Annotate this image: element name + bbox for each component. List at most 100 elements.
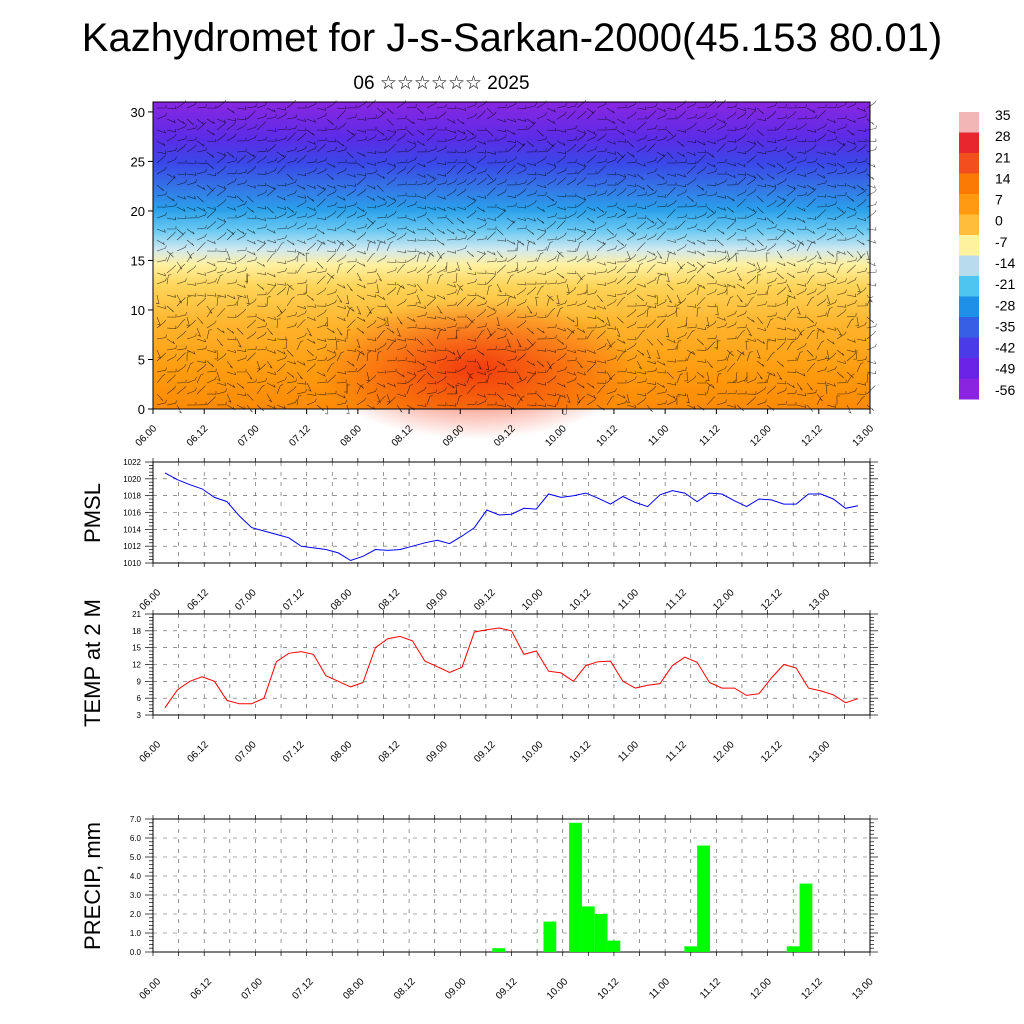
wind-barb bbox=[303, 283, 308, 294]
wind-barb bbox=[726, 232, 737, 241]
wind-barb bbox=[446, 228, 455, 235]
wind-barb bbox=[266, 327, 274, 336]
wind-barb bbox=[486, 107, 494, 115]
wind-barb bbox=[696, 392, 707, 396]
wind-barb bbox=[406, 359, 417, 363]
wind-barb bbox=[556, 252, 563, 263]
colorbar-swatch bbox=[959, 112, 979, 133]
wind-barb bbox=[526, 281, 537, 285]
wind-barb bbox=[816, 104, 827, 109]
wind-barb bbox=[346, 360, 355, 367]
wind-barb bbox=[346, 211, 357, 219]
wind-barb bbox=[216, 121, 227, 131]
wind-barb bbox=[206, 220, 217, 230]
wind-barb bbox=[866, 210, 877, 219]
wind-barb bbox=[356, 327, 365, 334]
wind-barb bbox=[656, 126, 667, 131]
wind-barb bbox=[656, 274, 663, 285]
wind-barb bbox=[286, 125, 297, 131]
wind-barb bbox=[226, 121, 237, 131]
wind-barb bbox=[616, 399, 627, 406]
wind-barb bbox=[816, 123, 827, 131]
wind-barb bbox=[166, 173, 176, 179]
wind-barb bbox=[526, 190, 537, 197]
wind-barb bbox=[226, 107, 235, 114]
wind-barb bbox=[436, 138, 447, 142]
wind-barb bbox=[516, 320, 527, 329]
x-tick-label: 13.00 bbox=[851, 423, 877, 449]
wind-barb bbox=[266, 128, 277, 132]
wind-barb bbox=[416, 403, 427, 407]
wind-barb bbox=[496, 209, 507, 219]
wind-barb bbox=[266, 371, 277, 376]
wind-barb bbox=[666, 338, 676, 344]
wind-barb bbox=[666, 303, 677, 307]
wind-barb bbox=[276, 126, 287, 131]
wind-barb bbox=[346, 258, 357, 263]
wind-barb bbox=[156, 399, 167, 406]
colorbar-swatch bbox=[959, 337, 979, 359]
wind-barb bbox=[406, 193, 417, 197]
wind-barb bbox=[166, 118, 176, 124]
wind-barb bbox=[796, 191, 807, 197]
wind-barb bbox=[446, 283, 456, 288]
wind-barb bbox=[406, 254, 417, 263]
wind-barb bbox=[726, 283, 736, 289]
wind-barb bbox=[456, 285, 464, 296]
wind-barb bbox=[676, 357, 687, 362]
wind-barb bbox=[566, 376, 577, 384]
wind-barb bbox=[536, 172, 547, 176]
wind-barb bbox=[676, 129, 687, 133]
wind-barb bbox=[656, 319, 666, 329]
x-tick-label: 13.00 bbox=[807, 587, 833, 613]
wind-barb bbox=[576, 254, 587, 263]
wind-barb bbox=[326, 138, 337, 143]
wind-barb bbox=[296, 172, 307, 177]
wind-barb bbox=[246, 294, 250, 305]
wind-barb bbox=[406, 104, 417, 109]
wind-barb bbox=[316, 309, 327, 318]
wind-barb bbox=[735, 252, 739, 263]
wind-barb bbox=[326, 210, 337, 219]
wind-barb bbox=[516, 188, 527, 197]
wind-barb bbox=[356, 272, 363, 282]
wind-barb bbox=[746, 110, 756, 120]
wind-barb bbox=[426, 348, 437, 352]
wind-barb bbox=[546, 140, 555, 148]
wind-barb bbox=[656, 382, 665, 388]
wind-barb bbox=[466, 166, 477, 175]
colorbar-label: 35 bbox=[995, 107, 1011, 123]
wind-barb bbox=[597, 127, 607, 131]
x-tick-label: 09.00 bbox=[424, 587, 450, 613]
wind-barb bbox=[486, 129, 494, 137]
precip-bar bbox=[607, 940, 621, 952]
wind-barb bbox=[426, 371, 434, 379]
wind-barb bbox=[496, 128, 507, 133]
y-tick-label: 1.0 bbox=[130, 929, 142, 938]
wind-barb bbox=[796, 305, 801, 315]
wind-barb bbox=[566, 102, 577, 109]
wind-barb bbox=[546, 280, 557, 285]
wind-barb bbox=[636, 302, 647, 307]
wind-barb bbox=[436, 206, 446, 212]
wind-barb bbox=[563, 404, 568, 415]
wind-barb bbox=[836, 237, 847, 241]
wind-barb bbox=[376, 129, 385, 136]
x-tick-label: 07.12 bbox=[281, 739, 307, 765]
wind-barb bbox=[316, 268, 327, 274]
wind-barb bbox=[187, 402, 197, 406]
wind-barb bbox=[346, 329, 351, 340]
wind-barb bbox=[786, 198, 796, 208]
wind-barb bbox=[296, 310, 307, 318]
wind-barb bbox=[736, 272, 742, 281]
wind-barb bbox=[476, 140, 486, 145]
wind-barb bbox=[836, 331, 847, 340]
wind-barb bbox=[486, 346, 497, 351]
wind-barb bbox=[406, 404, 415, 411]
wind-barb bbox=[156, 184, 165, 192]
wind-barb bbox=[486, 187, 496, 197]
y-tick-label: 0.0 bbox=[130, 948, 142, 957]
wind-barb bbox=[266, 286, 276, 296]
wind-barb bbox=[356, 188, 367, 197]
wind-barb bbox=[816, 395, 824, 406]
